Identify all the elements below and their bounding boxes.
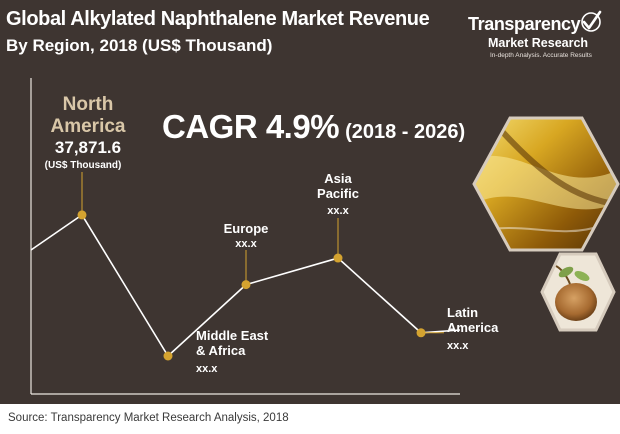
asia-pacific-value-label: xx.x — [327, 205, 349, 217]
north-america-value-label: 37,871.6 — [55, 138, 121, 157]
cagr-period: (2018 - 2026) — [345, 121, 466, 143]
north-america-point — [77, 210, 87, 220]
oil-image-hexagon — [472, 116, 620, 252]
logo-name: Transparency — [468, 14, 581, 34]
brand-logo: Transparency Market Research In-depth An… — [456, 10, 606, 74]
latin-america-point — [416, 328, 426, 338]
cagr-callout: CAGR 4.9% (2018 - 2026) — [162, 108, 465, 146]
seed-image-hexagon — [540, 252, 616, 332]
source-footer: Source: Transparency Market Research Ana… — [0, 404, 620, 434]
chart-title: Global Alkylated Naphthalene Market Reve… — [6, 8, 430, 30]
latin-america-value-label: xx.x — [447, 340, 469, 352]
middle-east-africa-label: Middle East & Africa — [196, 328, 269, 358]
north-america-unit-label: (US$ Thousand) — [45, 160, 122, 171]
logo-subname: Market Research — [488, 36, 589, 50]
chart-subtitle: By Region, 2018 (US$ Thousand) — [6, 36, 273, 55]
europe-point — [241, 280, 251, 290]
checkmark-logo-icon — [581, 10, 602, 32]
asia-pacific-point — [333, 253, 343, 263]
middle-east-africa-point — [163, 351, 173, 361]
middle-east-africa-value-label: xx.x — [196, 363, 218, 375]
europe-value-label: xx.x — [235, 238, 257, 250]
cagr-value: CAGR 4.9% — [162, 108, 340, 145]
logo-tagline: In-depth Analysis. Accurate Results — [490, 52, 592, 59]
source-text: Source: Transparency Market Research Ana… — [8, 412, 289, 424]
north-america-label: North America — [51, 94, 126, 137]
europe-label: Europe — [224, 221, 269, 236]
asia-pacific-label: Asia Pacific — [317, 171, 359, 201]
latin-america-label: Latin America — [447, 305, 499, 335]
